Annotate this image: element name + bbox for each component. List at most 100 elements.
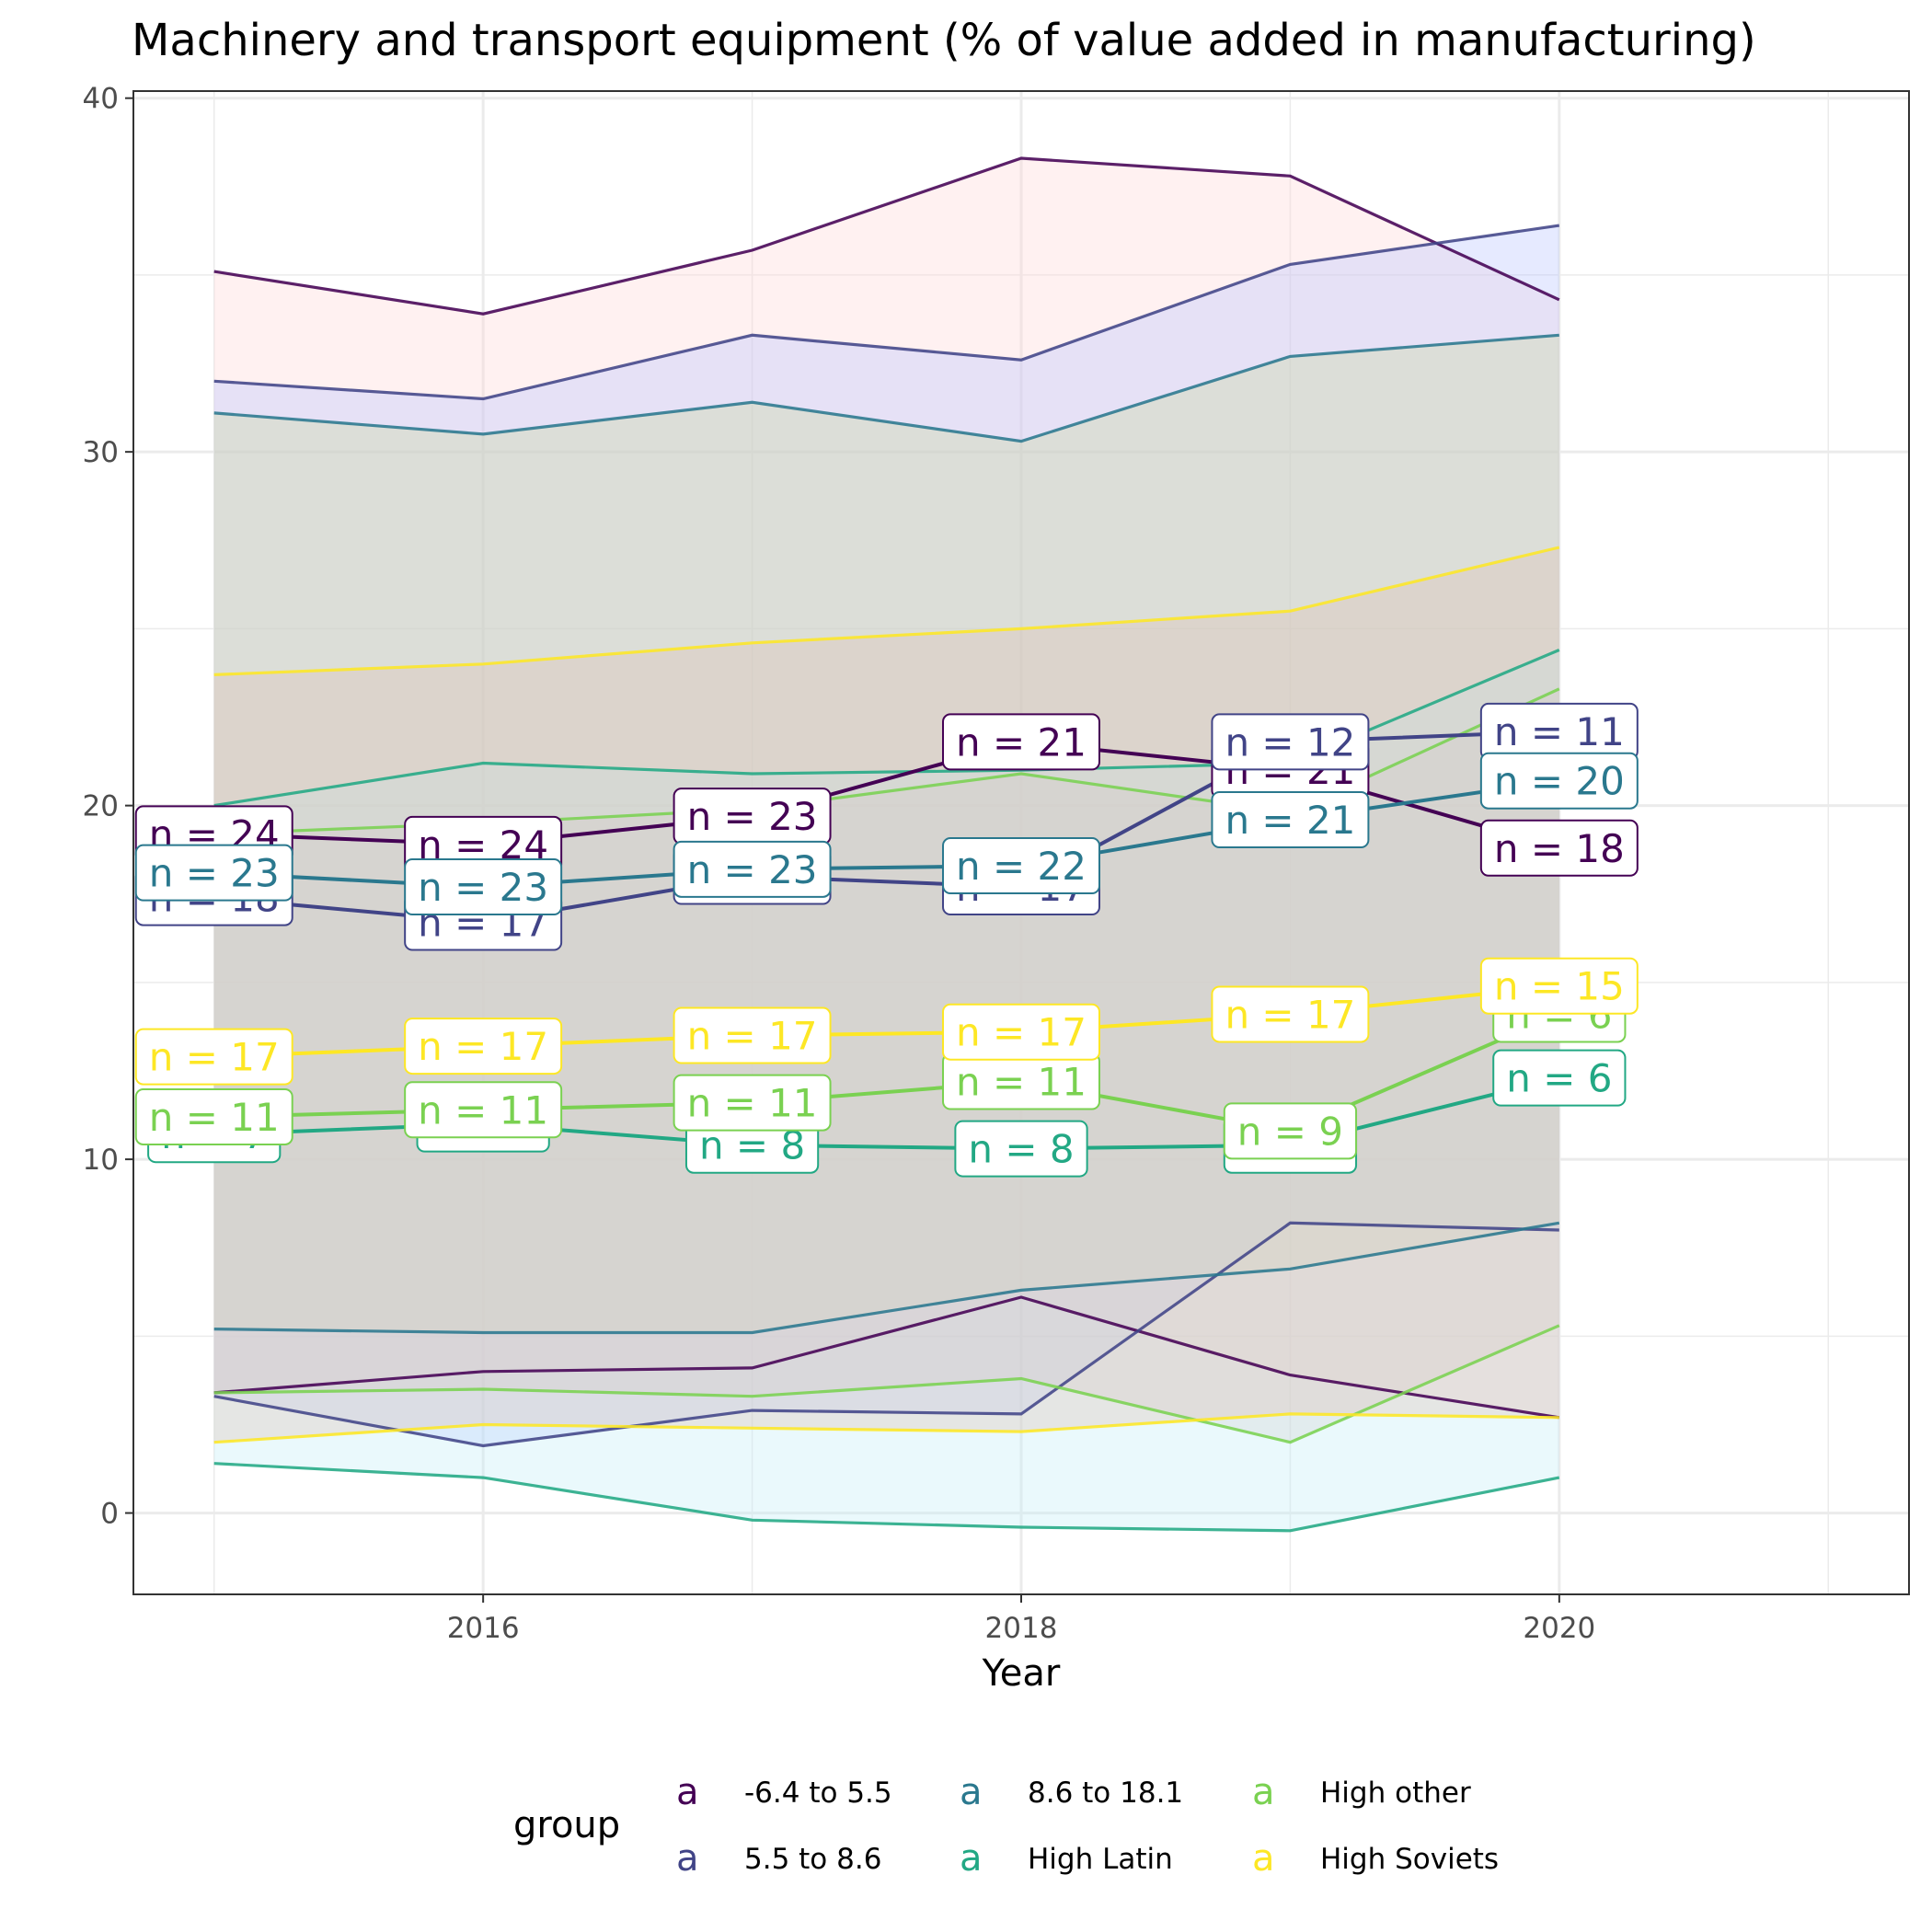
y-tick-label: 0 [100, 1498, 119, 1531]
n-label-box [942, 836, 1100, 894]
n-label-box [942, 713, 1100, 771]
n-label-box [954, 1120, 1088, 1178]
n-label-text: n = 12 [1225, 719, 1355, 765]
n-label-box [1211, 791, 1370, 849]
n-label: n = 17 [1211, 985, 1370, 1043]
n-label-box [673, 1006, 832, 1064]
n-label-text: n = 11 [687, 1081, 818, 1126]
axes: 0 10 20 30 40 2016 2018 2020 [83, 83, 1596, 1645]
n-label-box [1223, 1102, 1358, 1160]
legend-label: High Soviets [1320, 1843, 1499, 1876]
n-label-text: n = 17 [149, 1035, 280, 1080]
upper-line-0 [213, 156, 1560, 316]
lower-line-5 [213, 1412, 1559, 1444]
n-label-box [1492, 1049, 1627, 1107]
y-tick-label: 20 [83, 790, 119, 823]
n-label-text: n = 9 [1237, 1109, 1343, 1154]
x-tick-label: 2020 [1523, 1612, 1595, 1645]
n-label-text: n = 11 [149, 1095, 280, 1140]
n-label-text: n = 15 [1494, 964, 1625, 1009]
x-tick-label: 2018 [985, 1612, 1058, 1645]
n-label: n = 23 [134, 844, 293, 902]
n-label-text: n = 23 [687, 794, 818, 839]
lower-line-3 [213, 1462, 1560, 1533]
n-label: n = 23 [404, 858, 563, 916]
legend-key-glyph: a [1252, 1771, 1275, 1813]
n-label-text: n = 23 [149, 851, 280, 896]
n-label: n = 23 [673, 840, 832, 898]
n-label: n = 11 [404, 1081, 563, 1139]
lower-line-2 [213, 1221, 1560, 1335]
legend-item: a High Latin [960, 1837, 1173, 1880]
n-label-text: n = 17 [687, 1014, 818, 1059]
legend-key-glyph: a [960, 1771, 983, 1813]
legend-item: a High Soviets [1252, 1837, 1499, 1880]
lower-line-4 [213, 1324, 1560, 1444]
n-label: n = 6 [1492, 1049, 1627, 1107]
x-axis-title: Year [982, 1652, 1061, 1695]
n-label-text: n = 21 [1225, 798, 1355, 843]
n-label-text: n = 6 [1506, 1056, 1612, 1101]
legend-key-glyph: a [676, 1837, 699, 1880]
upper-line-2 [213, 333, 1559, 443]
n-label: n = 8 [684, 1116, 820, 1174]
n-label: n = 11 [1479, 702, 1639, 760]
n-label-text: n = 17 [1225, 992, 1355, 1037]
n-label-box [942, 1003, 1100, 1061]
n-label: n = 17 [673, 1006, 832, 1064]
n-label-box [1479, 819, 1639, 877]
legend-item: a -6.4 to 5.5 [676, 1771, 892, 1813]
legend-key-glyph: a [676, 1771, 699, 1813]
chart-title: Machinery and transport equipment (% of … [132, 15, 1756, 66]
n-label-text: n = 21 [956, 719, 1087, 765]
n-label: n = 12 [1211, 713, 1370, 771]
legend-key-glyph: a [960, 1837, 983, 1880]
n-label-box [1479, 752, 1639, 810]
n-labels: n = 24 n = 24n = 23n = 21n = 21n = 18n = … [134, 702, 1639, 1178]
legend: group a -6.4 to 5.5 a 5.5 to 8.6 a 8.6 to 18.1… [513, 1771, 1499, 1880]
legend-key-glyph: a [1252, 1837, 1275, 1880]
n-label: n = 11 [134, 1087, 293, 1145]
n-label-box [404, 1081, 563, 1139]
lower-line-0 [213, 1295, 1560, 1420]
n-label: n = 21 [942, 713, 1100, 771]
n-label-text: n = 18 [1494, 826, 1625, 871]
upper-line-5 [213, 546, 1560, 676]
n-label-text: n = 17 [418, 1024, 548, 1069]
n-label-box [1211, 985, 1370, 1043]
n-label-box [134, 1028, 293, 1086]
legend-label: High Latin [1028, 1843, 1173, 1876]
legend-label: 8.6 to 18.1 [1028, 1777, 1183, 1810]
upper-line-1 [213, 224, 1560, 401]
n-label-box [134, 1087, 293, 1145]
n-label-text: n = 8 [968, 1127, 1074, 1172]
lower-line-1 [213, 1221, 1559, 1448]
y-tick-label: 30 [83, 436, 119, 469]
n-label: n = 23 [673, 788, 832, 845]
n-label-text: n = 11 [1494, 709, 1625, 754]
n-label-text: n = 23 [418, 865, 548, 910]
n-label-box [1479, 957, 1639, 1015]
legend-title: group [513, 1804, 620, 1846]
ribbon-1 [213, 225, 1559, 1446]
n-label: n = 21 [1211, 791, 1370, 849]
n-label-box [1211, 713, 1370, 771]
n-label: n = 20 [1479, 752, 1639, 810]
n-label: n = 18 [1479, 819, 1639, 877]
n-label-box [673, 840, 832, 898]
legend-label: High other [1320, 1777, 1471, 1810]
plot-layer: n = 24 n = 24n = 23n = 21n = 21n = 18n = … [83, 83, 1910, 1880]
n-label: n = 8 [954, 1120, 1088, 1178]
n-label-box [673, 1074, 832, 1132]
legend-item: a 5.5 to 8.6 [676, 1837, 881, 1880]
n-label: n = 9 [1223, 1102, 1358, 1160]
n-label: n = 11 [673, 1074, 832, 1132]
legend-item: a High other [1252, 1771, 1471, 1813]
n-label: n = 11 [942, 1052, 1100, 1110]
y-tick-label: 10 [83, 1144, 119, 1177]
n-label-box [134, 844, 293, 902]
x-tick-label: 2016 [447, 1612, 520, 1645]
n-label-box [404, 1018, 563, 1075]
